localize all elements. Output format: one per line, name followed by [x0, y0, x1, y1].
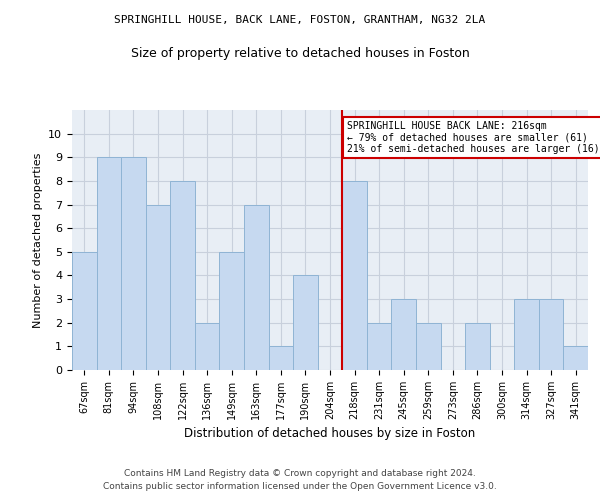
- Bar: [367, 322, 391, 370]
- Bar: [539, 299, 563, 370]
- Text: Contains public sector information licensed under the Open Government Licence v3: Contains public sector information licen…: [103, 482, 497, 491]
- Text: SPRINGHILL HOUSE, BACK LANE, FOSTON, GRANTHAM, NG32 2LA: SPRINGHILL HOUSE, BACK LANE, FOSTON, GRA…: [115, 15, 485, 25]
- Bar: [391, 299, 416, 370]
- Bar: [514, 299, 539, 370]
- Text: Size of property relative to detached houses in Foston: Size of property relative to detached ho…: [131, 48, 469, 60]
- X-axis label: Distribution of detached houses by size in Foston: Distribution of detached houses by size …: [184, 428, 476, 440]
- Bar: [293, 276, 318, 370]
- Text: SPRINGHILL HOUSE BACK LANE: 216sqm
← 79% of detached houses are smaller (61)
21%: SPRINGHILL HOUSE BACK LANE: 216sqm ← 79%…: [347, 120, 600, 154]
- Bar: [220, 252, 244, 370]
- Bar: [72, 252, 97, 370]
- Text: Contains HM Land Registry data © Crown copyright and database right 2024.: Contains HM Land Registry data © Crown c…: [124, 468, 476, 477]
- Bar: [244, 204, 269, 370]
- Bar: [269, 346, 293, 370]
- Bar: [563, 346, 588, 370]
- Bar: [195, 322, 220, 370]
- Bar: [416, 322, 440, 370]
- Bar: [170, 181, 195, 370]
- Bar: [97, 158, 121, 370]
- Bar: [121, 158, 146, 370]
- Bar: [465, 322, 490, 370]
- Y-axis label: Number of detached properties: Number of detached properties: [33, 152, 43, 328]
- Bar: [342, 181, 367, 370]
- Bar: [146, 204, 170, 370]
